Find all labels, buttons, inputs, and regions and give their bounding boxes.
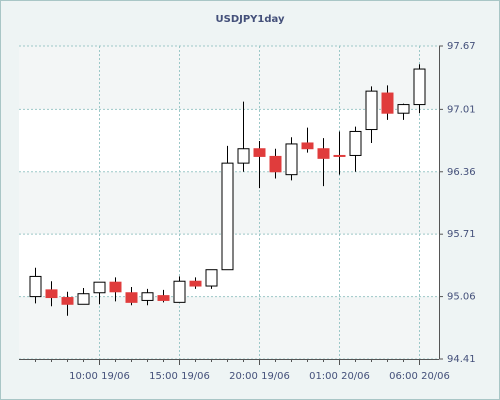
candle-body [189, 280, 202, 287]
y-tick-label: 96.36 [447, 167, 476, 178]
x-tick-label: 01:00 20/06 [309, 371, 370, 382]
candle-body [29, 275, 42, 298]
candle-up [365, 86, 378, 143]
candle-up [349, 126, 362, 172]
candle-down [189, 277, 202, 289]
plot-band [19, 296, 439, 359]
candle-up [93, 281, 106, 305]
candle-down [109, 277, 122, 302]
candle-body [221, 162, 234, 271]
x-tick-label: 06:00 20/06 [389, 371, 450, 382]
candle-body [333, 154, 346, 157]
candle-body [381, 92, 394, 114]
y-tick-label: 95.71 [447, 229, 476, 240]
candle-up [285, 137, 298, 181]
candle-down [269, 148, 282, 179]
axes: 97.67 97.01 96.36 95.71 95.06 94.41 10:00 19/0… [19, 41, 476, 382]
candles-layer [29, 64, 426, 316]
candle-up [413, 64, 426, 114]
y-tick-label: 94.41 [447, 354, 476, 365]
candle-body [61, 297, 74, 305]
candle-down [333, 131, 346, 175]
candle-down [381, 85, 394, 120]
x-tick-label: 20:00 19/06 [229, 371, 290, 382]
candle-body [413, 68, 426, 106]
candle-up [205, 269, 218, 289]
candle-up [397, 103, 410, 120]
candle-body [253, 148, 266, 157]
candle-up [77, 287, 90, 305]
candle-up [237, 101, 250, 172]
candle-down [125, 286, 138, 306]
y-tick-label: 95.06 [447, 292, 476, 303]
candle-body [173, 280, 186, 303]
candle-body [77, 293, 90, 305]
candle-body [205, 269, 218, 287]
candle-body [109, 281, 122, 293]
chart-title: USDJPY1day [216, 14, 285, 25]
y-tick-label: 97.01 [447, 104, 476, 115]
x-tick-label: 10:00 19/06 [69, 371, 130, 382]
candle-body [317, 148, 330, 159]
candle-body [301, 142, 314, 150]
candle-body [365, 90, 378, 131]
candle-down [157, 289, 170, 303]
candle-down [253, 141, 266, 189]
candle-body [237, 148, 250, 164]
y-tick-label: 97.67 [447, 41, 476, 52]
candle-body [349, 130, 362, 156]
candle-body [45, 289, 58, 299]
x-tick-label: 15:00 19/06 [149, 371, 210, 382]
candle-body [397, 104, 410, 114]
candle-body [141, 292, 154, 301]
candle-body [125, 292, 138, 303]
candle-down [317, 138, 330, 187]
candle-up [29, 267, 42, 304]
candle-body [269, 155, 282, 173]
candle-body [285, 143, 298, 176]
candle-down [45, 281, 58, 307]
candle-down [61, 291, 74, 316]
candle-body [157, 295, 170, 301]
candle-body [93, 281, 106, 294]
candle-up [141, 288, 154, 306]
candle-down [301, 127, 314, 153]
candle-up [221, 145, 234, 271]
candle-up [173, 276, 186, 303]
